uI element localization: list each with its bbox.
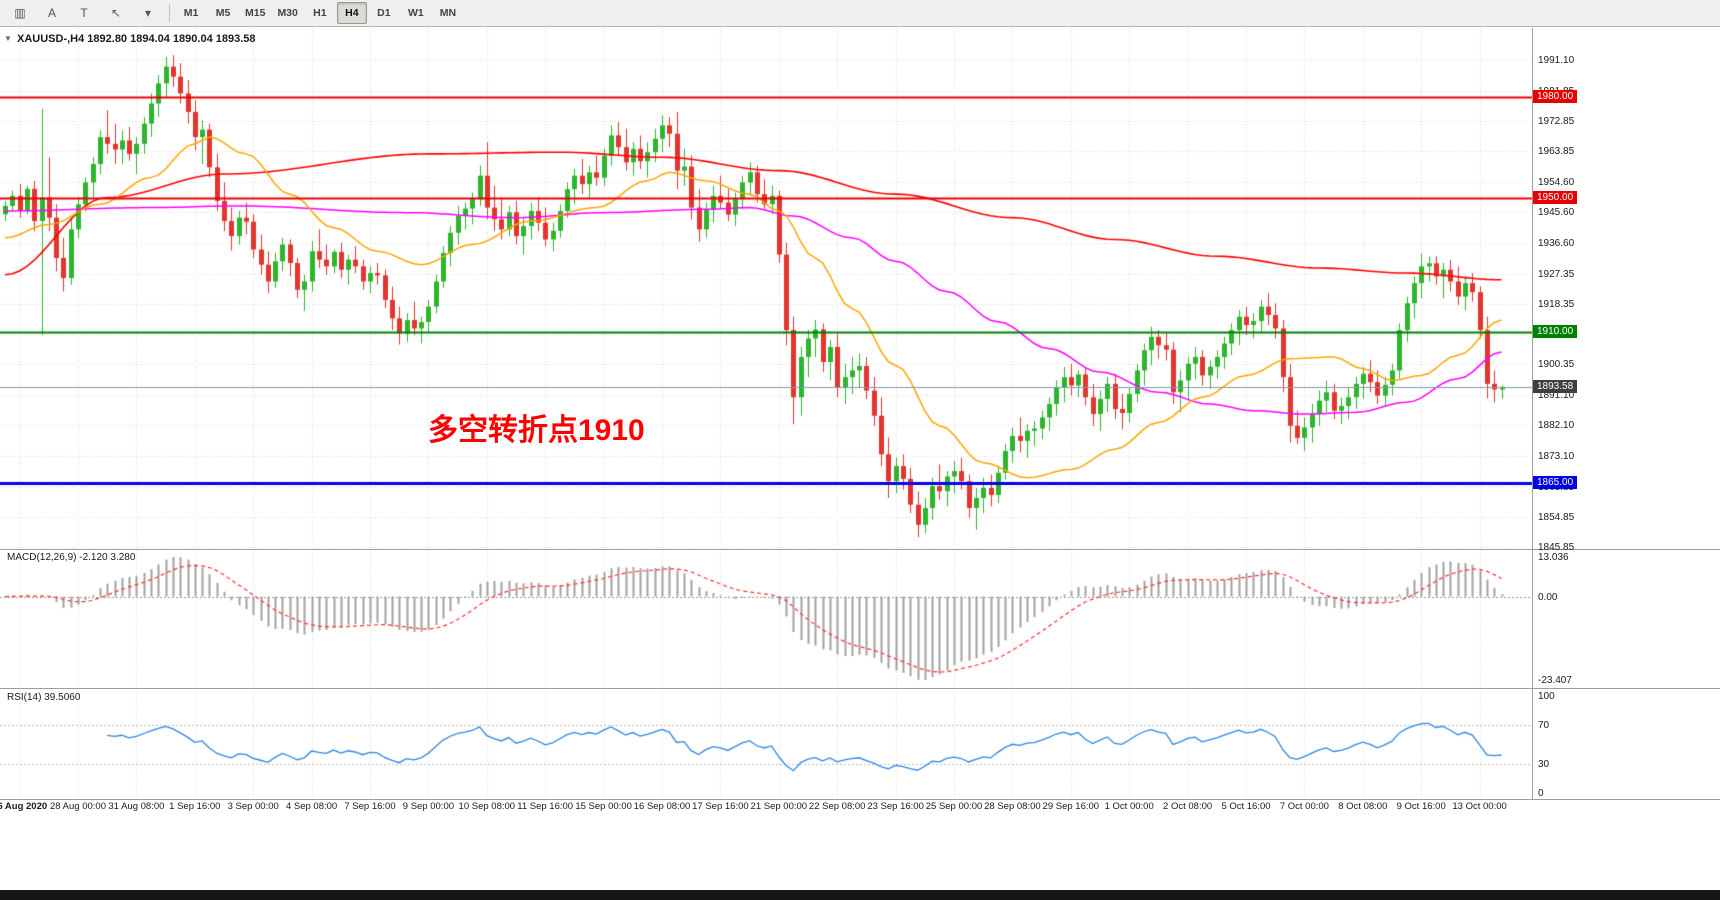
price-axis-tick: 1918.35	[1538, 298, 1575, 310]
chart-title: XAUUSD-,H4 1892.80 1894.04 1890.04 1893.…	[17, 33, 256, 45]
time-axis-label: 21 Sep 00:00	[750, 801, 808, 812]
timeframe-mn[interactable]: MN	[439, 7, 457, 19]
price-axis-tick: 1936.60	[1538, 237, 1575, 249]
time-axis-label: 9 Oct 16:00	[1396, 801, 1446, 812]
time-axis-label: 28 Aug 00:00	[50, 801, 106, 812]
time-axis-label: 22 Sep 08:00	[808, 801, 866, 812]
time-axis-label: 5 Oct 16:00	[1221, 801, 1271, 812]
arrow-tool-icon[interactable]: ↖	[110, 6, 122, 20]
price-axis-tick: 1882.10	[1538, 420, 1575, 432]
timeframe-h1[interactable]: H1	[313, 7, 327, 19]
time-axis-label: 28 Sep 08:00	[984, 801, 1041, 812]
time-axis-label: 25 Sep 00:00	[925, 801, 983, 812]
rsi-indicator-label: RSI(14) 39.5060	[7, 692, 81, 703]
time-axis-separator	[0, 799, 1720, 800]
price-level-badge: 1950.00	[1533, 190, 1578, 204]
time-axis-label: 3 Sep 00:00	[227, 801, 279, 812]
timeframe-w1[interactable]: W1	[408, 7, 424, 19]
time-axis-label: 23 Sep 16:00	[867, 801, 924, 812]
time-axis-label: 16 Sep 08:00	[633, 801, 691, 812]
chart-annotation-text: 多空转折点1910	[428, 414, 645, 447]
one-click-trading-toggle[interactable]: ▼	[4, 34, 12, 43]
time-axis-label: 11 Sep 16:00	[517, 801, 574, 812]
macd-axis-max: 13.036	[1538, 552, 1569, 563]
price-chart-canvas[interactable]	[0, 28, 1720, 549]
macd-panel-canvas[interactable]	[0, 549, 1720, 688]
timeframe-m1[interactable]: M1	[183, 7, 199, 19]
time-axis-label: 9 Sep 00:00	[402, 801, 455, 812]
price-axis-tick: 1972.85	[1538, 115, 1575, 127]
rsi-axis-tick: 100	[1538, 691, 1555, 702]
macd-indicator-label: MACD(12,26,9) -2.120 3.280	[7, 552, 136, 563]
price-axis[interactable]: 1991.101981.851972.851963.851954.601945.…	[1532, 28, 1720, 799]
time-axis-label: 17 Sep 16:00	[692, 801, 749, 812]
price-axis-tick: 1954.60	[1538, 177, 1575, 189]
timeframe-m30[interactable]: M30	[277, 7, 298, 19]
price-axis-tick: 1927.35	[1538, 268, 1575, 280]
time-axis-label: 4 Sep 08:00	[285, 801, 338, 812]
price-axis-tick: 1963.85	[1538, 146, 1575, 158]
macd-axis-zero: 0.00	[1538, 591, 1558, 603]
price-axis-tick: 1945.60	[1538, 207, 1575, 219]
time-axis-label: 1 Oct 00:00	[1104, 801, 1154, 812]
time-axis-label: 7 Sep 16:00	[344, 801, 396, 812]
timeframe-m15[interactable]: M15	[245, 7, 266, 19]
price-axis-tick: 1873.10	[1538, 450, 1575, 462]
price-axis-tick: 1854.85	[1538, 511, 1575, 523]
price-axis-tick: 1900.35	[1538, 359, 1575, 371]
timeframe-m5[interactable]: M5	[215, 7, 231, 19]
macd-axis-min: -23.407	[1538, 675, 1572, 686]
price-level-badge: 1980.00	[1533, 89, 1578, 103]
panel-separator-rsi[interactable]	[0, 688, 1720, 689]
price-axis-tick: 1991.10	[1538, 54, 1575, 66]
time-axis-label: 31 Aug 08:00	[108, 801, 165, 812]
price-level-badge: 1910.00	[1533, 324, 1578, 338]
timeframe-d1[interactable]: D1	[377, 7, 391, 19]
text-frame-icon[interactable]: T	[80, 6, 88, 20]
price-axis-tick: 1891.10	[1538, 390, 1575, 402]
text-label-icon[interactable]: A	[47, 6, 56, 20]
time-axis-label: 15 Sep 00:00	[575, 801, 632, 812]
rsi-axis-tick: 0	[1538, 788, 1544, 799]
price-level-badge: 1865.00	[1533, 475, 1578, 489]
time-axis-label: 29 Sep 16:00	[1042, 801, 1100, 812]
toolbar: ▥ A T ↖ ▾ M1 M5 M15 M30 H1 H4 D1 W1 MN	[0, 0, 1720, 27]
time-axis-label: 2 Oct 08:00	[1163, 801, 1213, 812]
time-axis-label: 10 Sep 08:00	[458, 801, 516, 812]
time-axis-label: 26 Aug 2020	[0, 801, 48, 812]
price-axis-tick: 1845.85	[1538, 542, 1575, 554]
time-axis-label: 1 Sep 16:00	[169, 801, 221, 812]
toolbar-divider	[169, 4, 170, 22]
arrow-dropdown-icon[interactable]: ▾	[144, 6, 152, 20]
time-axis-label: 8 Oct 08:00	[1338, 801, 1388, 812]
time-axis-label: 7 Oct 00:00	[1279, 801, 1329, 812]
time-axis-label: 13 Oct 00:00	[1452, 801, 1507, 812]
rsi-axis-tick: 70	[1538, 720, 1550, 732]
window-bottom-edge	[0, 890, 1720, 900]
chart-window-icon[interactable]: ▥	[14, 6, 26, 20]
rsi-panel-canvas[interactable]	[0, 688, 1720, 799]
price-level-badge: 1893.58	[1533, 379, 1578, 393]
timeframe-h4[interactable]: H4	[336, 2, 367, 24]
rsi-axis-tick: 30	[1538, 758, 1550, 770]
panel-separator-macd[interactable]	[0, 549, 1720, 550]
